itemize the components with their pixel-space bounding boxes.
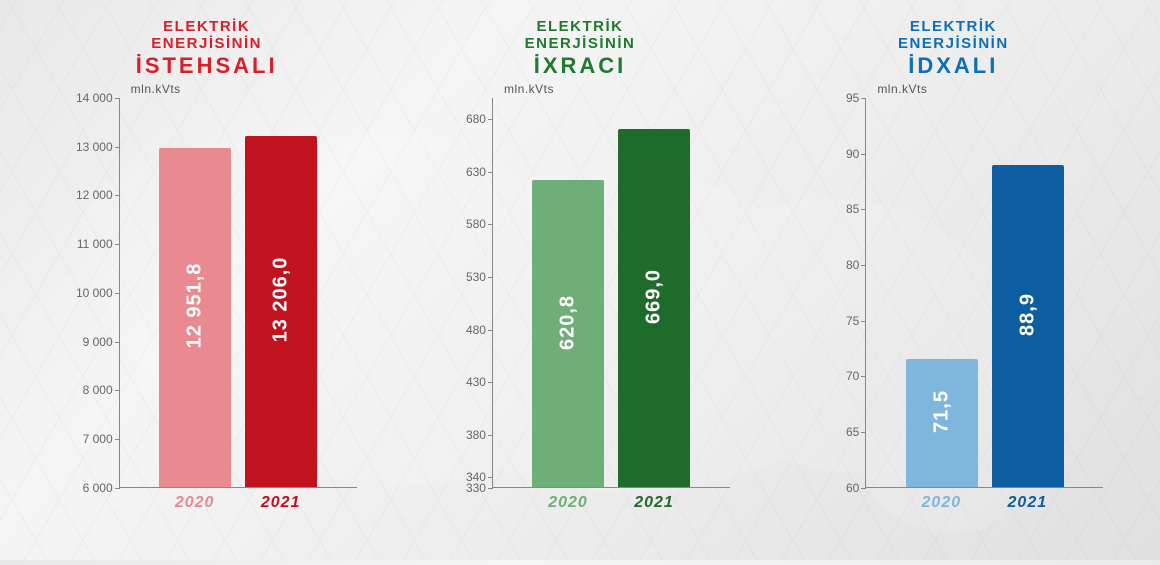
- bar: 13 206,0: [245, 136, 317, 487]
- y-axis: 330340380430480530580630680: [430, 84, 492, 514]
- title-line1: ELEKTRİK: [898, 18, 1009, 35]
- y-tick: 11 000: [77, 237, 113, 251]
- y-tick: 65: [846, 425, 859, 439]
- bar: 71,5: [906, 359, 978, 487]
- y-tick: 60: [846, 481, 859, 495]
- x-labels: 2020 2021: [492, 494, 730, 512]
- y-tick: 85: [846, 202, 859, 216]
- chart-area: mln.kVts 6 000 7 000 8 000 9 000 10 000 11 00…: [57, 84, 357, 514]
- y-tick: 680: [466, 112, 486, 126]
- bar-value-label: 12 951,8: [184, 263, 207, 349]
- bar-value-label: 88,9: [1016, 293, 1039, 336]
- title-line1: ELEKTRİK: [136, 18, 278, 35]
- panel-title: ELEKTRİK ENERJİSİNİN İDXALI: [898, 18, 1009, 78]
- panels-row: ELEKTRİK ENERJİSİNİN İSTEHSALI mln.kVts …: [0, 0, 1160, 560]
- y-tick: 95: [846, 91, 859, 105]
- y-tick: 9 000: [83, 335, 113, 349]
- y-tick: 380: [466, 428, 486, 442]
- bars-group: 71,5 88,9: [866, 98, 1103, 487]
- title-line2: ENERJİSİNİN: [136, 35, 278, 52]
- panel-production: ELEKTRİK ENERJİSİNİN İSTEHSALI mln.kVts …: [30, 18, 383, 550]
- title-sub: İSTEHSALI: [136, 53, 278, 78]
- y-tick: 14 000: [76, 91, 113, 105]
- plot: 71,5 88,9: [865, 98, 1103, 488]
- x-labels: 2020 2021: [119, 494, 357, 512]
- y-tick: 530: [466, 270, 486, 284]
- unit-label: mln.kVts: [504, 82, 554, 96]
- panel-title: ELEKTRİK ENERJİSİNİN İSTEHSALI: [136, 18, 278, 78]
- x-year-label: 2020: [905, 494, 977, 512]
- title-line2: ENERJİSİNİN: [898, 35, 1009, 52]
- bar-value-label: 71,5: [930, 390, 953, 433]
- y-tick: 80: [846, 258, 859, 272]
- y-axis: 60 65 70 75 80 85 90 95: [803, 84, 865, 514]
- y-tick: 75: [846, 314, 859, 328]
- x-year-label: 2021: [991, 494, 1063, 512]
- title-line1: ELEKTRİK: [525, 18, 636, 35]
- x-labels: 2020 2021: [865, 494, 1103, 512]
- y-tick: 90: [846, 147, 859, 161]
- bars-group: 12 951,8 13 206,0: [120, 98, 357, 487]
- y-tick: 7 000: [83, 432, 113, 446]
- x-year-label: 2021: [245, 494, 317, 512]
- bars-group: 620,8 669,0: [493, 98, 730, 487]
- title-sub: İXRACI: [525, 53, 636, 78]
- y-tick: 8 000: [83, 383, 113, 397]
- bar-value-label: 13 206,0: [270, 257, 293, 343]
- y-tick: 580: [466, 217, 486, 231]
- bar: 620,8: [532, 180, 604, 487]
- y-tick: 13 000: [76, 140, 113, 154]
- chart-area: mln.kVts 6065707580859095 71,588,9 20202…: [803, 84, 1103, 514]
- plot: 620,8 669,0: [492, 98, 730, 488]
- y-tick: 480: [466, 323, 486, 337]
- title-sub: İDXALI: [898, 53, 1009, 78]
- unit-label: mln.kVts: [877, 82, 927, 96]
- y-tick: 430: [466, 375, 486, 389]
- y-tick: 630: [466, 165, 486, 179]
- x-year-label: 2020: [532, 494, 604, 512]
- x-year-label: 2020: [159, 494, 231, 512]
- panel-title: ELEKTRİK ENERJİSİNİN İXRACI: [525, 18, 636, 78]
- bar-value-label: 669,0: [643, 269, 666, 324]
- panel-import: ELEKTRİK ENERJİSİNİN İDXALI mln.kVts 606…: [777, 18, 1130, 550]
- title-line2: ENERJİSİNİN: [525, 35, 636, 52]
- y-tick: 6 000: [83, 481, 113, 495]
- chart-area: mln.kVts 330340380430480530580630680 620…: [430, 84, 730, 514]
- y-tick: 10 000: [76, 286, 113, 300]
- bar-value-label: 620,8: [557, 295, 580, 350]
- y-tick: 340: [466, 470, 486, 484]
- bar: 669,0: [618, 129, 690, 486]
- bar: 12 951,8: [159, 148, 231, 487]
- y-tick: 12 000: [76, 188, 113, 202]
- y-tick: 70: [846, 369, 859, 383]
- panel-export: ELEKTRİK ENERJİSİNİN İXRACI mln.kVts 330…: [403, 18, 756, 550]
- y-axis: 6 000 7 000 8 000 9 000 10 000 11 000 12 000 13…: [57, 84, 119, 514]
- unit-label: mln.kVts: [131, 82, 181, 96]
- bar: 88,9: [992, 165, 1064, 487]
- plot: 12 951,8 13 206,0: [119, 98, 357, 488]
- x-year-label: 2021: [618, 494, 690, 512]
